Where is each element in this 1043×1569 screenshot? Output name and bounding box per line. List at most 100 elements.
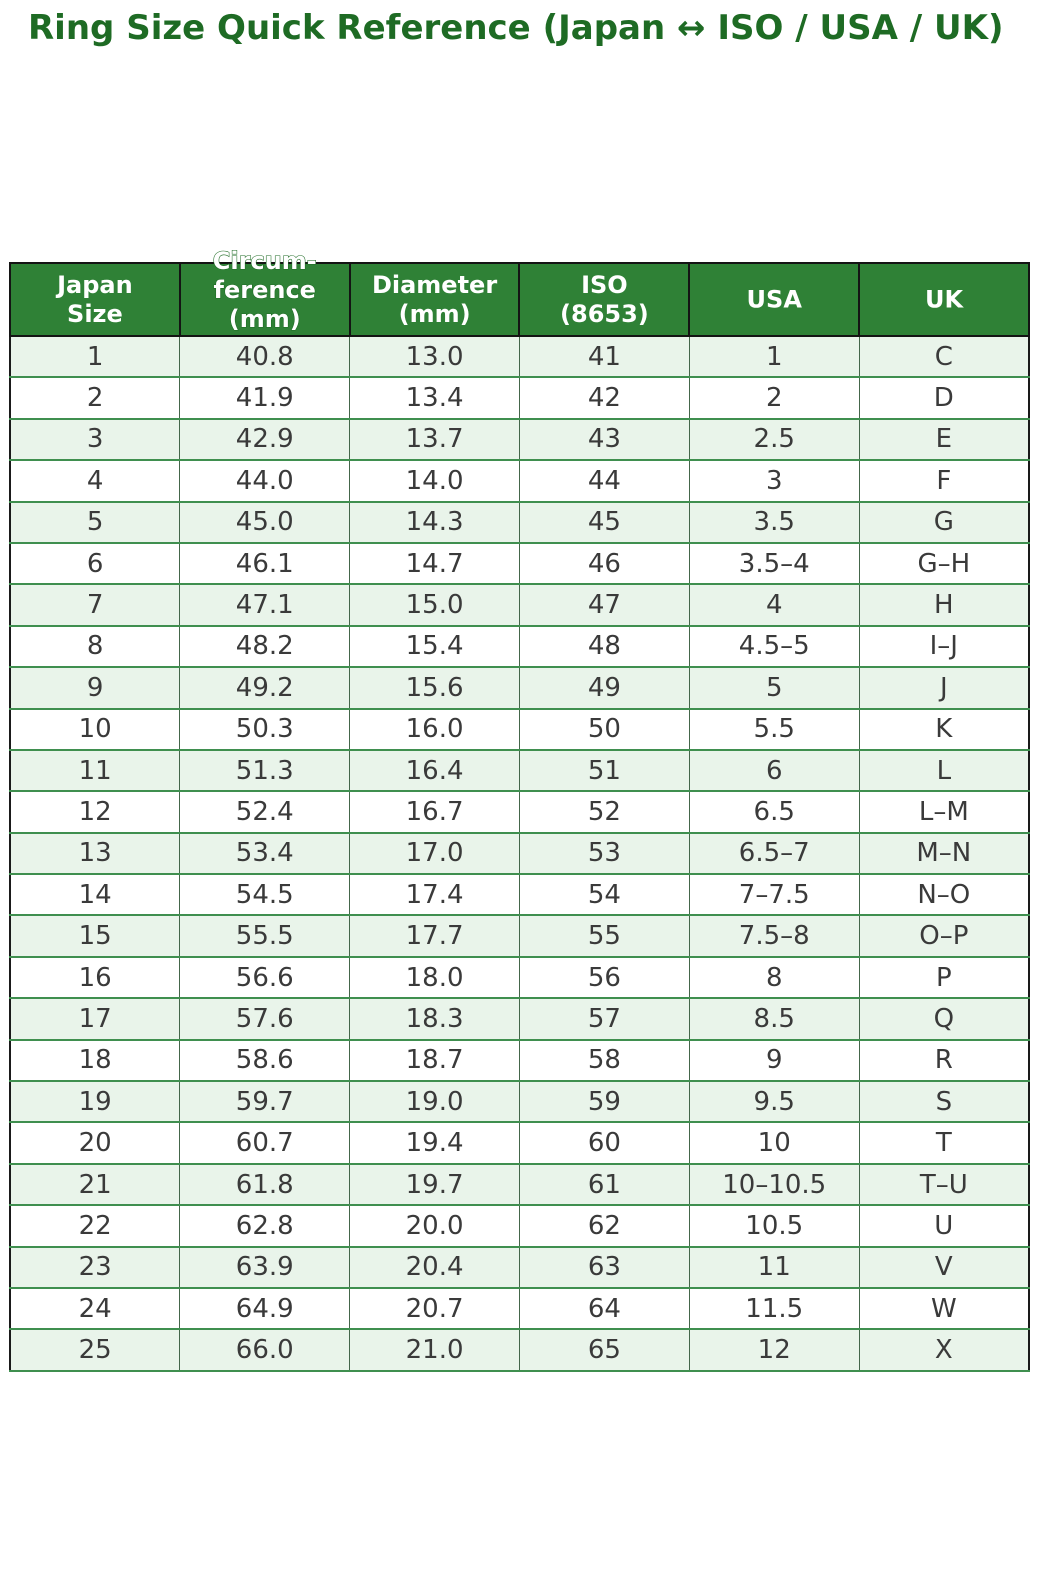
- column-header-label: USA: [746, 285, 802, 313]
- cell-usa: 8: [688, 955, 860, 1000]
- cell-circumference-mm: 44.0: [179, 459, 351, 503]
- cell-iso-8653: 47: [518, 583, 690, 627]
- cell-usa: 10–10.5: [688, 1162, 860, 1207]
- cell-uk: Q: [858, 997, 1030, 1041]
- cell-iso-8653: 55: [518, 914, 690, 958]
- column-header-label: Japan Size: [57, 270, 133, 328]
- cell-iso-8653: 45: [518, 500, 690, 544]
- column-header-diameter-mm: Diameter (mm): [348, 262, 521, 337]
- cell-uk: E: [858, 417, 1030, 462]
- cell-uk: S: [858, 1080, 1030, 1124]
- cell-circumference-mm: 60.7: [179, 1121, 351, 1165]
- table-row: 7 47.1 15.0 47 4 H: [9, 583, 1030, 627]
- cell-circumference-mm: 49.2: [179, 666, 351, 710]
- cell-uk: R: [858, 1038, 1030, 1083]
- cell-uk: O–P: [858, 914, 1030, 958]
- cell-diameter-mm: 17.4: [349, 873, 520, 917]
- cell-iso-8653: 64: [518, 1286, 690, 1331]
- cell-iso-8653: 59: [518, 1080, 690, 1124]
- cell-usa: 7.5–8: [688, 914, 860, 958]
- cell-diameter-mm: 21.0: [349, 1328, 520, 1372]
- cell-diameter-mm: 16.0: [349, 707, 520, 751]
- table-container: Japan Size Circum-ference (mm) Diameter (mm) I…: [9, 246, 1030, 1372]
- page-title: Ring Size Quick Reference (Japan ↔ ISO /…: [28, 8, 1004, 48]
- cell-circumference-mm: 47.1: [179, 583, 351, 627]
- cell-iso-8653: 51: [518, 748, 690, 793]
- table-row: 13 53.4 17.0 53 6.5–7 M–N: [9, 831, 1030, 876]
- cell-japan-size: 15: [9, 914, 181, 958]
- cell-uk: M–N: [858, 831, 1030, 876]
- cell-japan-size: 17: [9, 997, 181, 1041]
- cell-usa: 3: [688, 459, 860, 503]
- cell-uk: H: [858, 583, 1030, 627]
- column-header-label: Diameter (mm): [371, 270, 498, 328]
- cell-japan-size: 1: [9, 334, 181, 379]
- cell-usa: 9: [688, 1038, 860, 1083]
- table-row: 10 50.3 16.0 50 5.5 K: [9, 707, 1030, 751]
- cell-uk: X: [858, 1328, 1030, 1372]
- cell-iso-8653: 65: [518, 1328, 690, 1372]
- cell-uk: D: [858, 376, 1030, 420]
- column-header-japan-size: Japan Size: [9, 262, 181, 337]
- table-row: 25 66.0 21.0 65 12 X: [9, 1328, 1030, 1372]
- cell-uk: V: [858, 1245, 1030, 1289]
- cell-iso-8653: 56: [518, 955, 690, 1000]
- cell-circumference-mm: 40.8: [179, 334, 351, 379]
- cell-japan-size: 6: [9, 541, 181, 586]
- cell-circumference-mm: 42.9: [179, 417, 351, 462]
- cell-iso-8653: 44: [518, 459, 690, 503]
- cell-circumference-mm: 52.4: [179, 790, 351, 834]
- cell-usa: 3.5: [688, 500, 860, 544]
- cell-usa: 6.5: [688, 790, 860, 834]
- cell-diameter-mm: 19.7: [349, 1162, 520, 1207]
- table-body: 1 40.8 13.0 41 1 C 2 41.9 13.4 42 2 D 3 42.9 13.7 43 2.5…: [9, 334, 1030, 1372]
- cell-usa: 5.5: [688, 707, 860, 751]
- column-header-label: UK: [925, 285, 964, 313]
- cell-japan-size: 24: [9, 1286, 181, 1331]
- cell-circumference-mm: 54.5: [179, 873, 351, 917]
- cell-diameter-mm: 17.7: [349, 914, 520, 958]
- cell-japan-size: 19: [9, 1080, 181, 1124]
- cell-japan-size: 20: [9, 1121, 181, 1165]
- table-row: 16 56.6 18.0 56 8 P: [9, 955, 1030, 1000]
- column-header-iso-8653: ISO (8653): [518, 262, 691, 337]
- table-row: 6 46.1 14.7 46 3.5–4 G–H: [9, 541, 1030, 586]
- cell-circumference-mm: 63.9: [179, 1245, 351, 1289]
- table-row: 1 40.8 13.0 41 1 C: [9, 334, 1030, 379]
- cell-usa: 6: [688, 748, 860, 793]
- column-header-circumference-mm: Circum-ference (mm): [178, 246, 351, 337]
- cell-uk: G: [858, 500, 1030, 544]
- cell-uk: C: [858, 334, 1030, 379]
- table-row: 5 45.0 14.3 45 3.5 G: [9, 500, 1030, 544]
- cell-uk: L–M: [858, 790, 1030, 834]
- cell-circumference-mm: 51.3: [179, 748, 351, 793]
- cell-japan-size: 8: [9, 624, 181, 669]
- cell-japan-size: 2: [9, 376, 181, 420]
- table-row: 14 54.5 17.4 54 7–7.5 N–O: [9, 873, 1030, 917]
- cell-diameter-mm: 20.4: [349, 1245, 520, 1289]
- cell-usa: 12: [688, 1328, 860, 1372]
- cell-uk: J: [858, 666, 1030, 710]
- cell-iso-8653: 42: [518, 376, 690, 420]
- column-header-uk: UK: [858, 262, 1030, 337]
- cell-diameter-mm: 14.7: [349, 541, 520, 586]
- cell-circumference-mm: 64.9: [179, 1286, 351, 1331]
- cell-usa: 2.5: [688, 417, 860, 462]
- table-row: 17 57.6 18.3 57 8.5 Q: [9, 997, 1030, 1041]
- cell-iso-8653: 54: [518, 873, 690, 917]
- cell-circumference-mm: 66.0: [179, 1328, 351, 1372]
- cell-iso-8653: 52: [518, 790, 690, 834]
- cell-japan-size: 13: [9, 831, 181, 876]
- cell-circumference-mm: 59.7: [179, 1080, 351, 1124]
- ring-size-table: Japan Size Circum-ference (mm) Diameter (mm) I…: [9, 246, 1030, 1372]
- table-row: 19 59.7 19.0 59 9.5 S: [9, 1080, 1030, 1124]
- cell-diameter-mm: 20.0: [349, 1204, 520, 1248]
- cell-circumference-mm: 61.8: [179, 1162, 351, 1207]
- column-header-label: Circum-ference (mm): [212, 246, 317, 333]
- cell-circumference-mm: 57.6: [179, 997, 351, 1041]
- cell-japan-size: 7: [9, 583, 181, 627]
- table-row: 2 41.9 13.4 42 2 D: [9, 376, 1030, 420]
- table-row: 4 44.0 14.0 44 3 F: [9, 459, 1030, 503]
- cell-iso-8653: 49: [518, 666, 690, 710]
- cell-diameter-mm: 13.4: [349, 376, 520, 420]
